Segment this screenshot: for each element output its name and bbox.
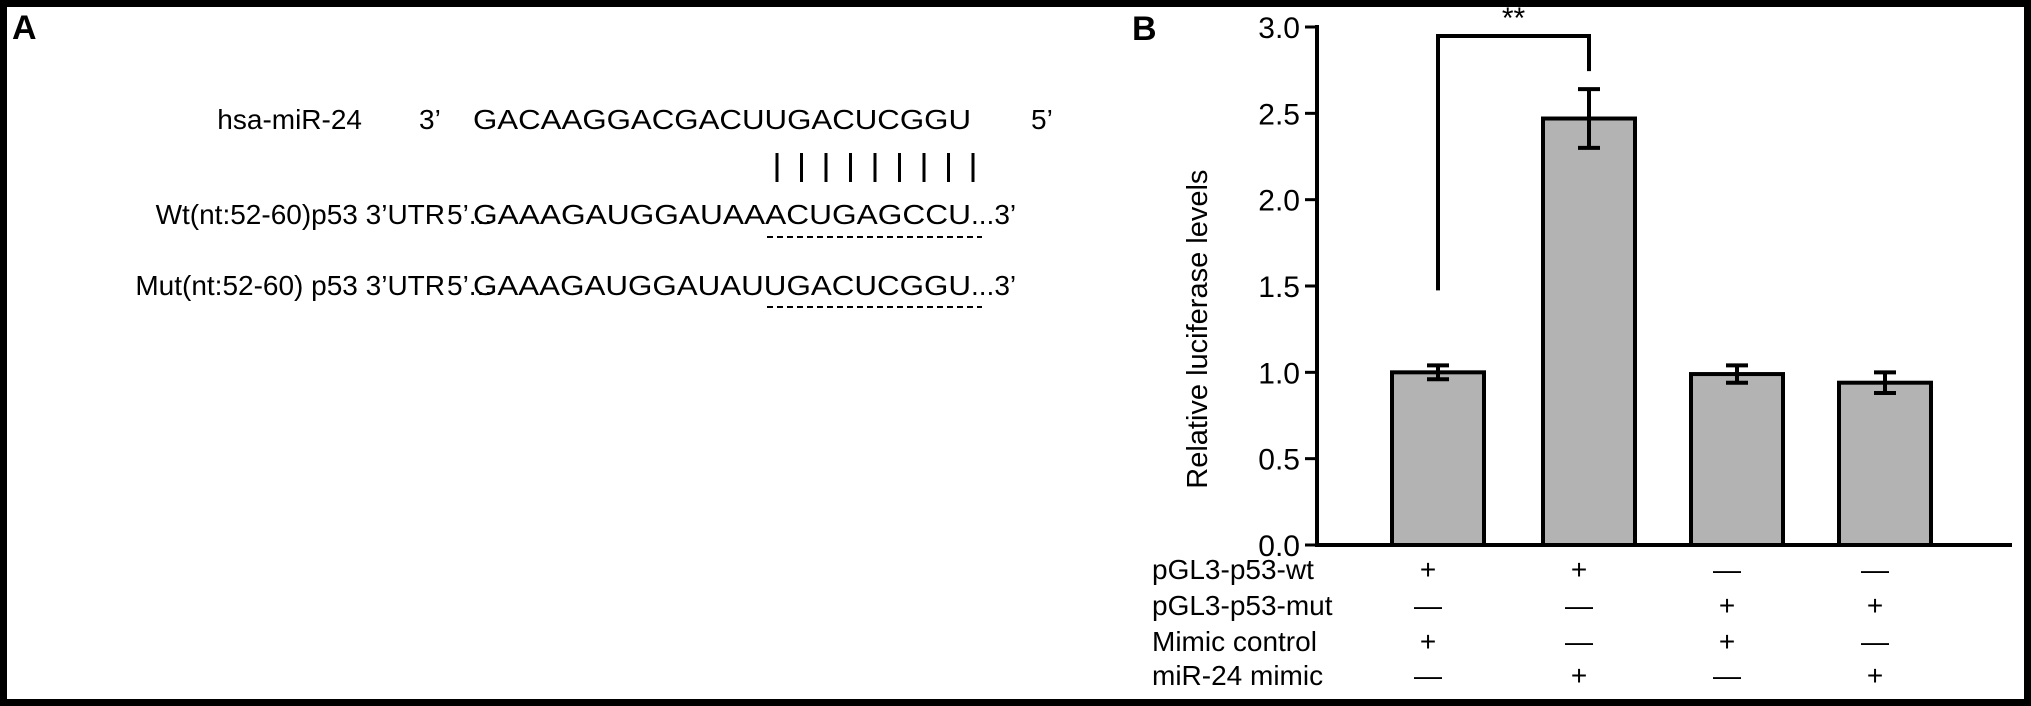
error-bars [1427,87,1896,396]
wt-sequence: GAAAGAUGGAUAAACUGAGCCU [473,199,971,230]
bar [1837,380,1933,547]
y-tick-label: 1.5 [1258,271,1300,304]
panel-a-letter: A [12,9,37,47]
condition-mark: + [1867,660,1883,691]
bars [1390,116,1933,548]
y-axis-title: Relative luciferase levels [1182,170,1214,489]
mirna-end-right: 5’ [1031,104,1053,135]
y-tick-label: 2.0 [1258,185,1300,218]
condition-mark: + [1719,590,1735,621]
wt-end-left: 5’... [447,199,492,230]
y-axis-ticks: 0.0 0.5 1.0 1.5 2.0 2.5 3.0 [1258,12,1317,563]
condition-mark: — [1713,660,1741,691]
condition-table: pGL3-p53-wt + + — —pGL3-p53-mut — — + +Mimic con… [1152,554,1889,691]
condition-mark: — [1414,590,1442,621]
mut-sequence: GAAAGAUGGAUAUUGACUCGGU [473,270,971,301]
mut-label: Mut(nt:52-60) p53 3’UTR [135,270,445,301]
condition-mark: — [1861,554,1889,585]
panel-b: B Relative luciferase levels 0.0 0.5 1.0 1.… [1132,7,2012,691]
condition-mark: + [1571,554,1587,585]
condition-mark: + [1420,626,1436,657]
wt-label: Wt(nt:52-60)p53 3’UTR [156,199,445,230]
mirna-end-left: 3’ [419,104,441,135]
condition-mark: — [1565,626,1593,657]
y-tick-label: 1.0 [1258,357,1300,390]
condition-mark: + [1867,590,1883,621]
bar [1390,370,1486,548]
wt-end-right: ...3’ [971,199,1016,230]
mirna-sequence: GACAAGGACGACUUGACUCGGU [473,104,971,135]
condition-mark: + [1719,626,1735,657]
mut-end-left: 5’... [447,270,492,301]
mut-end-right: ...3’ [971,270,1016,301]
y-tick-label: 2.5 [1258,98,1300,131]
condition-mark: — [1565,590,1593,621]
condition-row-label: pGL3-p53-mut [1152,590,1333,621]
condition-row-label: pGL3-p53-wt [1152,554,1314,585]
condition-mark: + [1571,660,1587,691]
significance-bracket [1436,34,1591,291]
condition-mark: + [1420,554,1436,585]
y-tick-label: 3.0 [1258,12,1300,45]
condition-row-label: miR-24 mimic [1152,660,1323,691]
y-tick-label: 0.5 [1258,444,1300,477]
bar [1541,116,1637,547]
condition-mark: — [1414,660,1442,691]
figure-panel: A hsa-miR-24 3’ GACAAGGACGACUUGACUCGGU 5… [7,7,2024,699]
significance-label: ** [1502,7,1526,35]
bar [1689,372,1785,547]
condition-row-label: Mimic control [1152,626,1317,657]
panel-a: A hsa-miR-24 3’ GACAAGGACGACUUGACUCGGU 5… [12,9,1053,308]
y-tick-label: 0.0 [1258,530,1300,563]
panel-b-letter: B [1132,10,1157,48]
pairing-marks [775,153,975,182]
condition-mark: — [1861,626,1889,657]
condition-mark: — [1713,554,1741,585]
mirna-label: hsa-miR-24 [217,104,362,135]
